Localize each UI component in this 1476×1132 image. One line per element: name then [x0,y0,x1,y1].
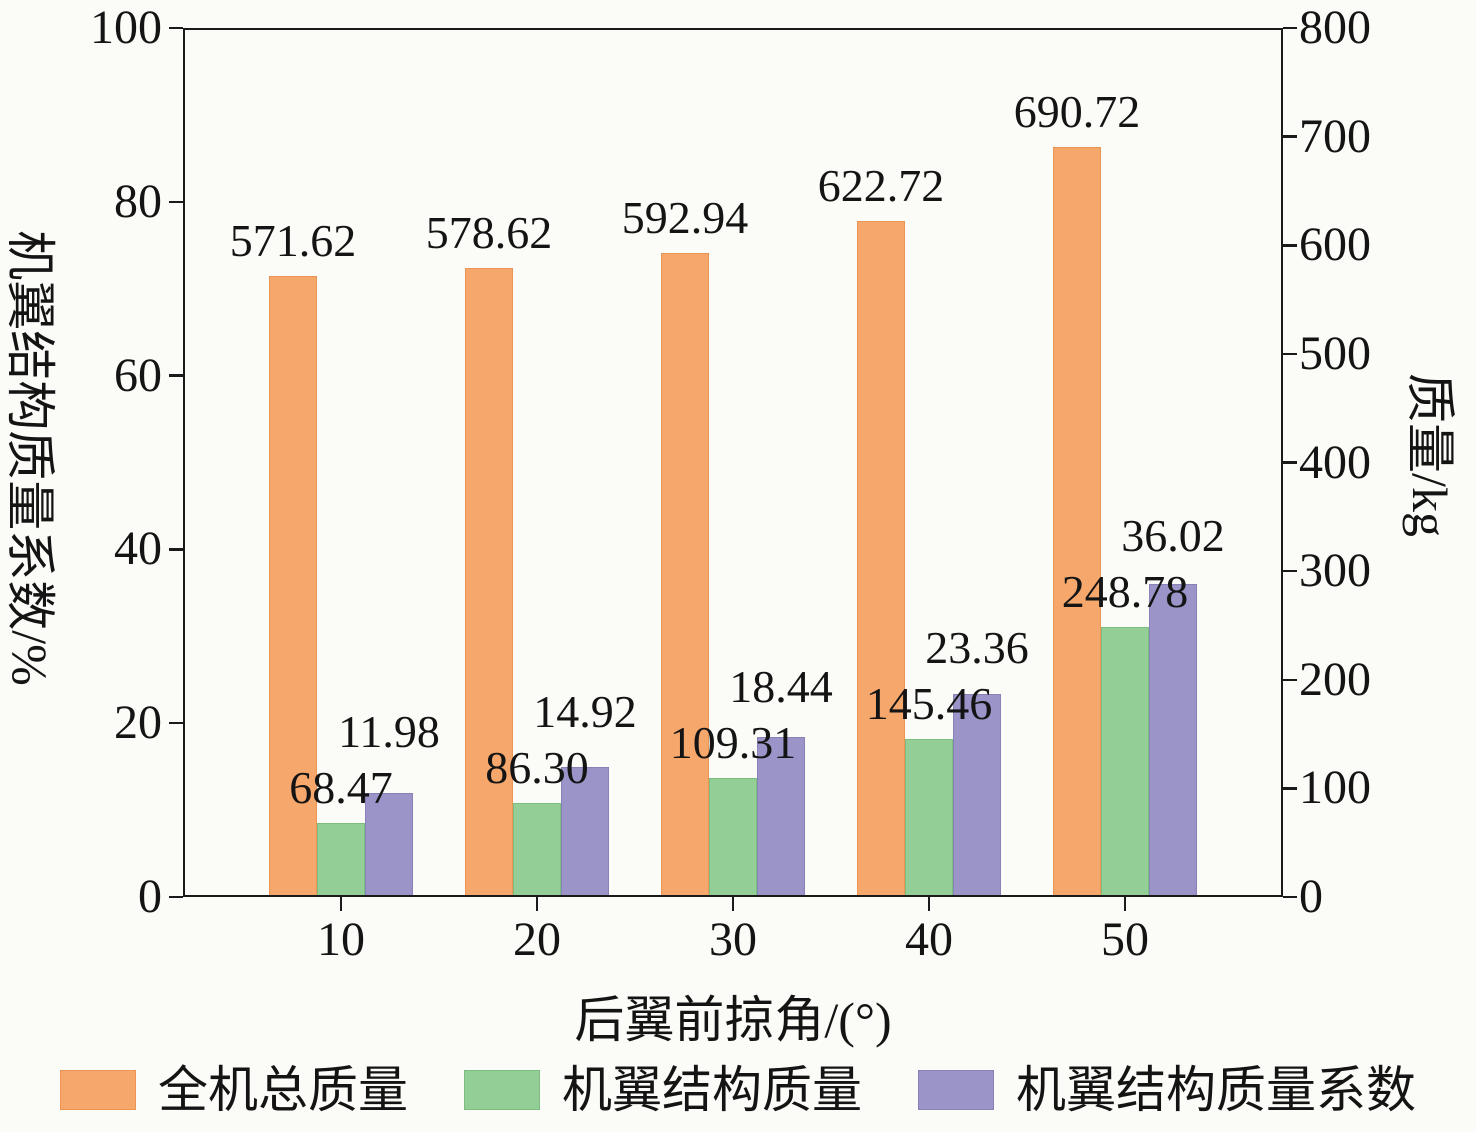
x-axis-tick-label: 40 [905,913,953,966]
bar-wing-structure-mass-50 [1101,626,1149,897]
bar-wing-structure-mass-30 [709,778,757,897]
value-label-total-mass-10: 571.62 [229,215,357,267]
left-axis-tick-label: 100 [90,1,162,54]
left-axis-tick-label: 80 [114,174,162,228]
value-label-wing-structure-mass-30: 109.31 [669,717,797,769]
value-label-total-mass-40: 622.72 [817,159,945,211]
legend-swatch-wing-structure-mass [464,1070,540,1110]
value-label-wing-structure-mass-coefficient-40: 23.36 [925,621,1029,673]
left-axis-tick-mark [169,721,183,725]
value-label-total-mass-30: 592.94 [621,191,749,243]
value-label-wing-structure-mass-20: 86.30 [485,742,589,794]
right-axis-tick-label: 400 [1299,435,1371,489]
legend-label-total-mass: 全机总质量 [158,1062,408,1118]
plot-area: 571.62 68.47 11.98 578.62 86.30 14.92 592.94 10… [183,28,1283,897]
right-axis-tick-mark [1283,135,1297,138]
right-axis-tick-mark [1283,461,1297,464]
bar-total-mass-10 [269,276,317,897]
x-axis-tick-label: 50 [1101,913,1149,966]
bar-wing-structure-mass-10 [317,822,365,897]
bar-wing-structure-mass-20 [513,803,561,897]
bar-total-mass-30 [661,252,709,897]
legend-swatch-total-mass [60,1070,136,1110]
right-axis-title: 质量/kg [1402,373,1458,537]
left-axis-tick-label: 60 [114,348,162,402]
left-axis-title: 机翼结构质量系数/% [2,230,58,686]
x-axis-tick-mark [339,897,343,911]
value-label-wing-structure-mass-coefficient-20: 14.92 [533,686,637,738]
legend-label-wing-structure-mass: 机翼结构质量 [562,1062,862,1118]
right-axis-tick-label: 500 [1299,326,1371,380]
left-axis-tick-mark [169,548,183,551]
right-axis-tick-label: 200 [1299,652,1371,706]
right-axis-tick-mark [1283,895,1297,899]
left-axis-tick-label: 20 [114,696,162,750]
right-axis-tick-mark [1283,569,1297,573]
value-label-total-mass-50: 690.72 [1013,85,1141,137]
legend-entry-total-mass: 全机总质量 [60,1062,408,1118]
value-label-total-mass-20: 578.62 [425,207,553,259]
left-axis-tick-label: 40 [114,522,162,576]
x-axis-tick-mark [731,897,735,911]
x-axis-tick-mark [927,897,931,911]
right-axis-tick-mark [1283,678,1297,681]
left-axis-tick-mark [169,200,183,204]
bar-total-mass-50 [1053,146,1101,897]
value-label-wing-structure-mass-50: 248.78 [1061,565,1189,617]
right-axis-tick-mark [1283,244,1297,247]
value-label-wing-structure-mass-40: 145.46 [865,677,993,729]
x-axis-tick-label: 20 [513,913,561,966]
left-axis-tick-mark [169,374,183,377]
bar-wing-structure-mass-coefficient-40 [953,694,1001,897]
right-axis-tick-label: 0 [1299,870,1323,923]
bar-total-mass-40 [857,220,905,897]
bar-wing-structure-mass-coefficient-30 [757,736,805,897]
legend-swatch-wing-structure-mass-coefficient [918,1070,994,1110]
right-axis-tick-mark [1283,26,1297,30]
bar-total-mass-20 [465,268,513,897]
x-axis-tick-label: 10 [317,913,365,966]
left-axis-tick-label: 0 [138,870,162,923]
right-axis-tick-label: 700 [1299,109,1371,163]
right-axis-tick-mark [1283,787,1297,790]
legend-label-wing-structure-mass-coefficient: 机翼结构质量系数 [1016,1062,1416,1118]
left-axis-tick-mark [169,26,183,30]
value-label-wing-structure-mass-coefficient-50: 36.02 [1121,509,1225,561]
left-axis-tick-mark [169,895,183,899]
x-axis-tick-label: 30 [709,913,757,966]
bar-wing-structure-mass-40 [905,739,953,897]
x-axis-tick-mark [1123,897,1127,911]
bar-wing-structure-mass-coefficient-10 [365,792,413,897]
value-label-wing-structure-mass-coefficient-30: 18.44 [729,661,833,713]
legend-entry-wing-structure-mass: 机翼结构质量 [464,1062,862,1118]
right-axis-tick-label: 800 [1299,1,1371,54]
legend: 全机总质量 机翼结构质量 机翼结构质量系数 [60,1062,1416,1118]
value-label-wing-structure-mass-coefficient-10: 11.98 [338,705,440,757]
right-axis-tick-label: 600 [1299,218,1371,272]
bar-wing-structure-mass-coefficient-50 [1149,584,1197,897]
right-axis-tick-label: 100 [1299,761,1371,815]
value-label-wing-structure-mass-10: 68.47 [289,761,393,813]
right-axis-tick-mark [1283,352,1297,356]
legend-entry-wing-structure-mass-coefficient: 机翼结构质量系数 [918,1062,1416,1118]
right-axis-tick-label: 300 [1299,544,1371,598]
x-axis-title: 后翼前掠角/(°) [574,992,892,1048]
x-axis-tick-mark [535,897,539,911]
